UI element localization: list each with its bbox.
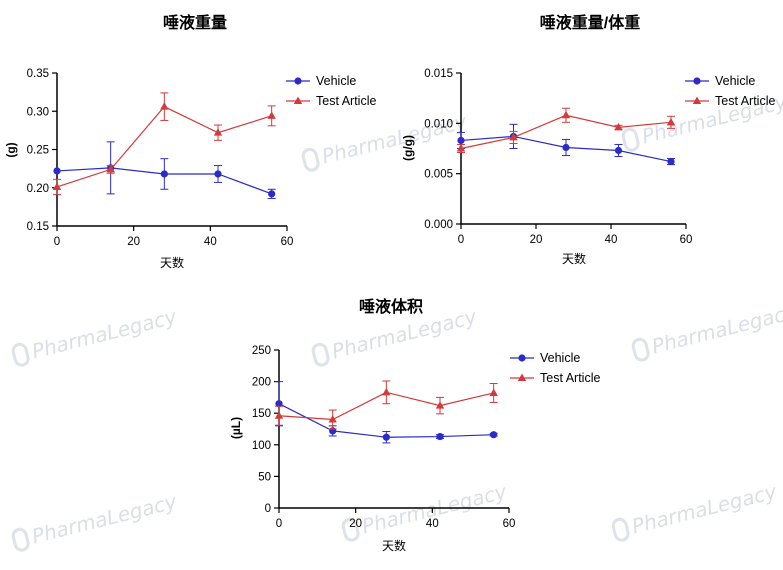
data-point bbox=[382, 387, 391, 396]
data-point bbox=[457, 136, 465, 145]
data-point bbox=[53, 167, 61, 175]
x-tick-label: 0 bbox=[54, 236, 60, 248]
data-point bbox=[436, 432, 444, 441]
legend-item: Test Article bbox=[286, 94, 376, 108]
legend-item: Vehicle bbox=[685, 74, 755, 88]
y-tick-label: 200 bbox=[252, 377, 271, 389]
legend-marker bbox=[693, 77, 701, 85]
y-tick-label: 250 bbox=[252, 345, 271, 357]
series-test-article bbox=[456, 107, 676, 154]
x-tick-label: 20 bbox=[530, 234, 543, 246]
y-tick-label: 0.015 bbox=[424, 68, 453, 80]
y-tick-label: 0.000 bbox=[424, 219, 453, 231]
legend-item: Test Article bbox=[510, 371, 600, 385]
y-tick-label: 0.30 bbox=[27, 106, 49, 118]
legend-label: Vehicle bbox=[715, 74, 755, 88]
chart-2: 唾液重量/体重 0 20 40 60 0.000 0.005 0.010 0.015 天数 (g/g… bbox=[401, 13, 775, 266]
series-vehicle bbox=[53, 141, 276, 199]
chart-3: 唾液体积 0 20 40 60 0 50 100 150 200 250 天数 (µL) Vehicle T… bbox=[229, 297, 600, 553]
legend-label: Vehicle bbox=[540, 351, 580, 365]
y-axis-label: (µL) bbox=[229, 417, 243, 439]
x-axis-label: 天数 bbox=[382, 538, 406, 553]
chart-title: 唾液重量 bbox=[163, 13, 227, 32]
chart-title: 唾液体积 bbox=[359, 297, 423, 316]
x-tick-label: 0 bbox=[458, 234, 464, 246]
chart-title: 唾液重量/体重 bbox=[540, 13, 640, 32]
legend-item: Vehicle bbox=[286, 74, 356, 88]
data-point bbox=[562, 143, 570, 152]
x-tick-label: 40 bbox=[204, 236, 217, 248]
y-axis-label: (g/g) bbox=[401, 135, 415, 161]
data-point bbox=[614, 122, 623, 131]
x-axis-label: 天数 bbox=[562, 251, 586, 266]
y-tick-label: 0.15 bbox=[27, 221, 49, 233]
y-tick-label: 50 bbox=[258, 471, 271, 483]
data-point bbox=[509, 132, 518, 141]
series-test-article bbox=[274, 380, 498, 430]
y-axis-label: (g) bbox=[4, 142, 18, 157]
data-point bbox=[328, 415, 337, 423]
y-tick-label: 0.010 bbox=[424, 118, 453, 130]
series-vehicle bbox=[457, 123, 675, 166]
legend-marker bbox=[692, 96, 702, 104]
x-tick-label: 60 bbox=[503, 518, 516, 530]
legend-marker bbox=[517, 373, 527, 381]
y-tick-label: 0 bbox=[265, 503, 271, 515]
data-point bbox=[456, 144, 466, 152]
data-point bbox=[267, 111, 276, 119]
legend-label: Test Article bbox=[715, 94, 775, 108]
x-axis-label: 天数 bbox=[160, 255, 184, 270]
legend-item: Test Article bbox=[685, 94, 775, 108]
y-tick-label: 100 bbox=[252, 440, 271, 452]
y-tick-label: 0.25 bbox=[27, 145, 49, 157]
y-tick-label: 0.20 bbox=[27, 183, 49, 195]
y-tick-label: 150 bbox=[252, 408, 271, 420]
data-point bbox=[490, 431, 498, 439]
legend-label: Test Article bbox=[316, 94, 376, 108]
data-point bbox=[489, 388, 498, 396]
data-point bbox=[106, 164, 115, 173]
y-tick-label: 0.005 bbox=[424, 169, 453, 181]
y-tick-label: 0.35 bbox=[27, 68, 49, 80]
data-point bbox=[561, 110, 571, 119]
data-point bbox=[213, 128, 223, 136]
data-point bbox=[435, 401, 445, 409]
series-vehicle bbox=[275, 381, 498, 444]
legend-marker bbox=[293, 96, 303, 104]
data-point bbox=[275, 400, 283, 408]
x-tick-label: 40 bbox=[426, 518, 439, 530]
legend-item: Vehicle bbox=[510, 351, 580, 365]
legend-label: Vehicle bbox=[316, 74, 356, 88]
data-point bbox=[160, 170, 168, 178]
data-point bbox=[214, 170, 222, 178]
x-tick-label: 0 bbox=[276, 518, 282, 530]
x-tick-label: 20 bbox=[349, 518, 362, 530]
data-point bbox=[268, 190, 276, 198]
data-point bbox=[52, 182, 62, 190]
x-tick-label: 60 bbox=[680, 234, 693, 246]
x-tick-label: 20 bbox=[127, 236, 140, 248]
legend-marker bbox=[294, 77, 302, 85]
data-point bbox=[274, 411, 284, 419]
x-tick-label: 40 bbox=[605, 234, 618, 246]
legend-marker bbox=[518, 354, 526, 362]
data-point bbox=[614, 146, 623, 155]
x-tick-label: 60 bbox=[281, 236, 294, 248]
data-point bbox=[666, 117, 676, 126]
data-point bbox=[160, 102, 169, 110]
data-point bbox=[667, 157, 675, 166]
chart-1: 唾液重量 0 20 40 60 0.15 0.20 0.25 0.30 0.35 天数 (g) Vehi… bbox=[4, 13, 376, 270]
series-test-article bbox=[52, 92, 276, 196]
data-point bbox=[382, 433, 390, 441]
legend-label: Test Article bbox=[540, 371, 600, 385]
